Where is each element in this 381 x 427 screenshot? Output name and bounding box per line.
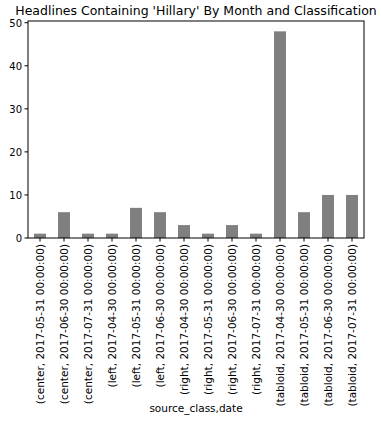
y-tick-label: 0 [16, 233, 22, 244]
x-tick-label: (tabloid, 2017-05-31 00:00:00) [298, 244, 310, 407]
x-tick-label: (right, 2017-06-30 00:00:00) [226, 244, 238, 395]
x-tick [304, 238, 305, 242]
bar [298, 212, 310, 238]
y-tick [25, 238, 29, 239]
x-tick-label: (center, 2017-05-31 00:00:00) [34, 244, 46, 404]
x-tick [136, 238, 137, 242]
bar [106, 234, 118, 238]
bar [34, 234, 46, 238]
x-tick-label: (left, 2017-05-31 00:00:00) [130, 244, 142, 387]
x-tick [88, 238, 89, 242]
x-tick-label: (left, 2017-06-30 00:00:00) [154, 244, 166, 387]
chart: Headlines Containing 'Hillary' By Month … [0, 0, 381, 427]
x-axis-label: source_class,date [149, 402, 242, 415]
x-tick [160, 238, 161, 242]
bar [322, 195, 334, 238]
y-tick [25, 108, 29, 109]
x-tick-label: (left, 2017-04-30 00:00:00) [106, 244, 118, 387]
bar [346, 195, 358, 238]
x-tick [232, 238, 233, 242]
x-tick-label: (tabloid, 2017-06-30 00:00:00) [322, 244, 334, 407]
bar [154, 212, 166, 238]
y-tick [25, 151, 29, 152]
bar [130, 208, 142, 238]
bar [58, 212, 70, 238]
y-tick [25, 22, 29, 23]
title: Headlines Containing 'Hillary' By Month … [15, 3, 376, 18]
bars [34, 31, 358, 238]
x-tick-label: (right, 2017-07-31 00:00:00) [250, 244, 262, 395]
bar [202, 234, 214, 238]
bar [226, 225, 238, 238]
y-tick-label: 40 [9, 61, 22, 72]
axes-frame [28, 21, 364, 238]
bar [82, 234, 94, 238]
x-tick [208, 238, 209, 242]
x-tick [280, 238, 281, 242]
x-tick-label: (right, 2017-04-30 00:00:00) [178, 244, 190, 395]
bar [250, 234, 262, 238]
x-tick-label: (tabloid, 2017-04-30 00:00:00) [274, 244, 286, 407]
x-tick [328, 238, 329, 242]
x-tick-label: (center, 2017-06-30 00:00:00) [58, 244, 70, 404]
x-tick [184, 238, 185, 242]
x-tick [112, 238, 113, 242]
y-tick-label: 10 [9, 190, 22, 201]
y-tick-label: 20 [9, 147, 22, 158]
y-tick-label: 50 [9, 18, 22, 29]
x-tick-label: (tabloid, 2017-07-31 00:00:00) [346, 244, 358, 407]
x-tick [64, 238, 65, 242]
x-tick-label: (right, 2017-05-31 00:00:00) [202, 244, 214, 395]
y-tick [25, 65, 29, 66]
bar [274, 31, 286, 238]
x-tick-label: (center, 2017-07-31 00:00:00) [82, 244, 94, 404]
bar [178, 225, 190, 238]
y-tick-label: 30 [9, 104, 22, 115]
x-tick [352, 238, 353, 242]
x-tick [256, 238, 257, 242]
y-tick [25, 194, 29, 195]
x-tick [40, 238, 41, 242]
